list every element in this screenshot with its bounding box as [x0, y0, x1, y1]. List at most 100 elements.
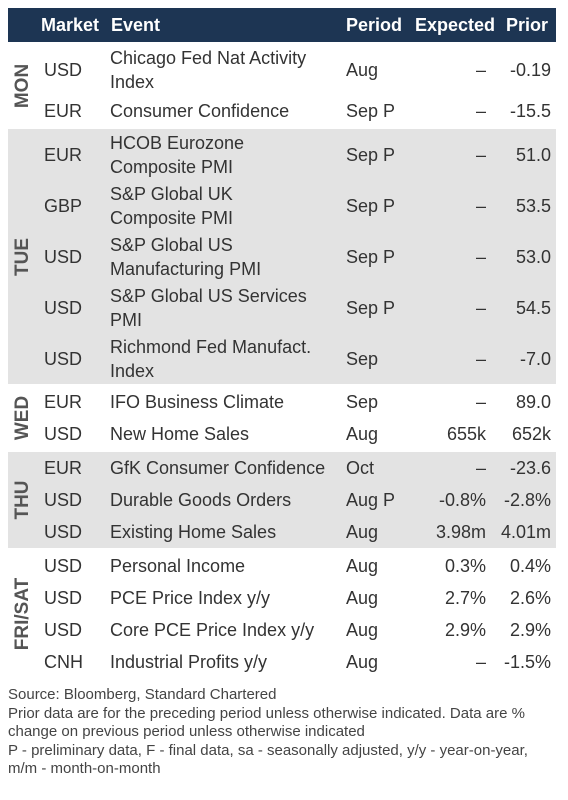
event-text: GfK Consumer Confidence	[110, 458, 326, 478]
period-cell: Oct	[346, 458, 375, 478]
day-group: THU EUR GfK Consumer Confidence Oct – -23.6 US…	[8, 452, 556, 548]
period-cell: Aug	[346, 652, 379, 672]
table-row: EUR Consumer Confidence Sep P – -15.5	[8, 95, 556, 127]
expected-cell: –	[475, 297, 486, 318]
footnote: P - preliminary data, F - final data, sa…	[8, 742, 528, 777]
table-row: USD Personal Income Aug 0.3% 0.4%	[8, 550, 556, 582]
event-text: Composite PMI	[110, 207, 234, 228]
prior-cell: 2.9%	[509, 620, 551, 640]
prior-cell: 51.0	[515, 144, 551, 165]
event-cell: Existing Home Sales	[110, 516, 276, 548]
event-text: Consumer Confidence	[110, 101, 290, 121]
market-cell: USD	[44, 620, 83, 640]
prior-cell: -2.8%	[503, 490, 551, 510]
event-text: Richmond Fed Manufact.	[110, 336, 312, 357]
prior-cell: 2.6%	[509, 588, 551, 608]
day-group: MON USD Chicago Fed Nat Activity Index Aug – -…	[8, 44, 556, 127]
table-row: EUR GfK Consumer Confidence Oct – -23.6	[8, 452, 556, 484]
period-cell: Aug	[346, 588, 379, 608]
period-cell: Aug P	[346, 490, 396, 510]
expected-cell: –	[475, 195, 486, 216]
period-cell: Aug	[346, 59, 379, 80]
table-row: USD S&P Global US Services PMI Sep P – 54.5	[8, 282, 556, 333]
prior-cell: -15.5	[509, 101, 551, 121]
event-cell: GfK Consumer Confidence	[110, 452, 325, 484]
period-cell: Aug	[346, 522, 379, 542]
period-cell: Sep P	[346, 246, 396, 267]
market-cell: EUR	[44, 144, 83, 165]
day-group: FRI/SAT USD Personal Income Aug 0.3% 0.4% USD P…	[8, 550, 556, 678]
event-cell: S&P Global UK Composite PMI	[110, 180, 233, 231]
period-cell: Aug	[346, 556, 379, 576]
period-cell: Sep	[346, 348, 379, 369]
column-header: Prior	[505, 15, 548, 35]
market-cell: USD	[44, 424, 83, 444]
table-row: USD Durable Goods Orders Aug P -0.8% -2.8%	[8, 484, 556, 516]
footer: Source: Bloomberg, Standard Chartered Pri…	[8, 686, 560, 779]
expected-cell: –	[475, 348, 486, 369]
expected-cell: -0.8%	[438, 490, 486, 510]
event-text: PCE Price Index y/y	[110, 588, 271, 608]
period-cell: Aug	[346, 620, 379, 640]
table-row: USD Richmond Fed Manufact. Index Sep – -7.0	[8, 333, 556, 384]
prior-cell: 89.0	[515, 392, 551, 412]
market-cell: CNH	[44, 652, 83, 672]
table-header: Market Event Period Expected Prior	[8, 8, 556, 42]
event-cell: Richmond Fed Manufact. Index	[110, 333, 311, 384]
event-cell: S&P Global US Services PMI	[110, 282, 307, 333]
event-text: S&P Global UK	[110, 183, 233, 204]
event-text: HCOB Eurozone	[110, 132, 245, 153]
table-row: USD Existing Home Sales Aug 3.98m 4.01m	[8, 516, 556, 548]
event-text: S&P Global US Services	[110, 285, 307, 306]
event-cell: Consumer Confidence	[110, 95, 289, 127]
market-cell: USD	[44, 556, 83, 576]
table-row: USD Chicago Fed Nat Activity Index Aug – -0.1…	[8, 44, 556, 95]
expected-cell: –	[475, 458, 486, 478]
column-header: Expected	[415, 15, 496, 35]
market-cell: USD	[44, 522, 83, 542]
table-row: GBP S&P Global UK Composite PMI Sep P – 53.5	[8, 180, 556, 231]
prior-cell: 53.0	[515, 246, 551, 267]
event-cell: Personal Income	[110, 550, 245, 582]
market-cell: EUR	[44, 392, 83, 412]
table-row: USD Core PCE Price Index y/y Aug 2.9% 2.9%	[8, 614, 556, 646]
event-cell: Core PCE Price Index y/y	[110, 614, 314, 646]
market-cell: USD	[44, 297, 83, 318]
event-text: Existing Home Sales	[110, 522, 277, 542]
column-header: Market	[41, 15, 100, 35]
prior-cell: -7.0	[519, 348, 551, 369]
column-header: Period	[346, 15, 403, 35]
footnote: Source: Bloomberg, Standard Chartered	[8, 686, 277, 703]
prior-cell: -0.19	[509, 59, 551, 80]
market-cell: USD	[44, 59, 83, 80]
event-cell: New Home Sales	[110, 418, 249, 450]
table-row: CNH Industrial Profits y/y Aug – -1.5%	[8, 646, 556, 678]
table-row: USD S&P Global US Manufacturing PMI Sep P – 5…	[8, 231, 556, 282]
event-text: PMI	[110, 309, 143, 330]
footnote: Prior data are for the preceding period …	[8, 705, 525, 740]
period-cell: Sep	[346, 392, 379, 412]
period-cell: Sep P	[346, 144, 396, 165]
prior-cell: 0.4%	[509, 556, 551, 576]
event-text: Composite PMI	[110, 156, 234, 177]
event-cell: Industrial Profits y/y	[110, 646, 267, 678]
event-text: Index	[110, 71, 155, 92]
market-cell: EUR	[44, 101, 83, 121]
expected-cell: –	[475, 144, 486, 165]
prior-cell: 54.5	[515, 297, 551, 318]
expected-cell: 3.98m	[435, 522, 486, 542]
event-cell: S&P Global US Manufacturing PMI	[110, 231, 261, 282]
period-cell: Aug	[346, 424, 379, 444]
period-cell: Sep P	[346, 195, 396, 216]
event-text: New Home Sales	[110, 424, 250, 444]
period-cell: Sep P	[346, 101, 396, 121]
event-text: Personal Income	[110, 556, 246, 576]
day-group: TUE EUR HCOB Eurozone Composite PMI Sep P –51…	[8, 129, 556, 384]
market-cell: USD	[44, 348, 83, 369]
column-header: Event	[111, 15, 161, 35]
event-text: Durable Goods Orders	[110, 490, 292, 510]
event-cell: PCE Price Index y/y	[110, 582, 270, 614]
prior-cell: 652k	[511, 424, 551, 444]
table-row: EUR HCOB Eurozone Composite PMI Sep P – 51.0	[8, 129, 556, 180]
